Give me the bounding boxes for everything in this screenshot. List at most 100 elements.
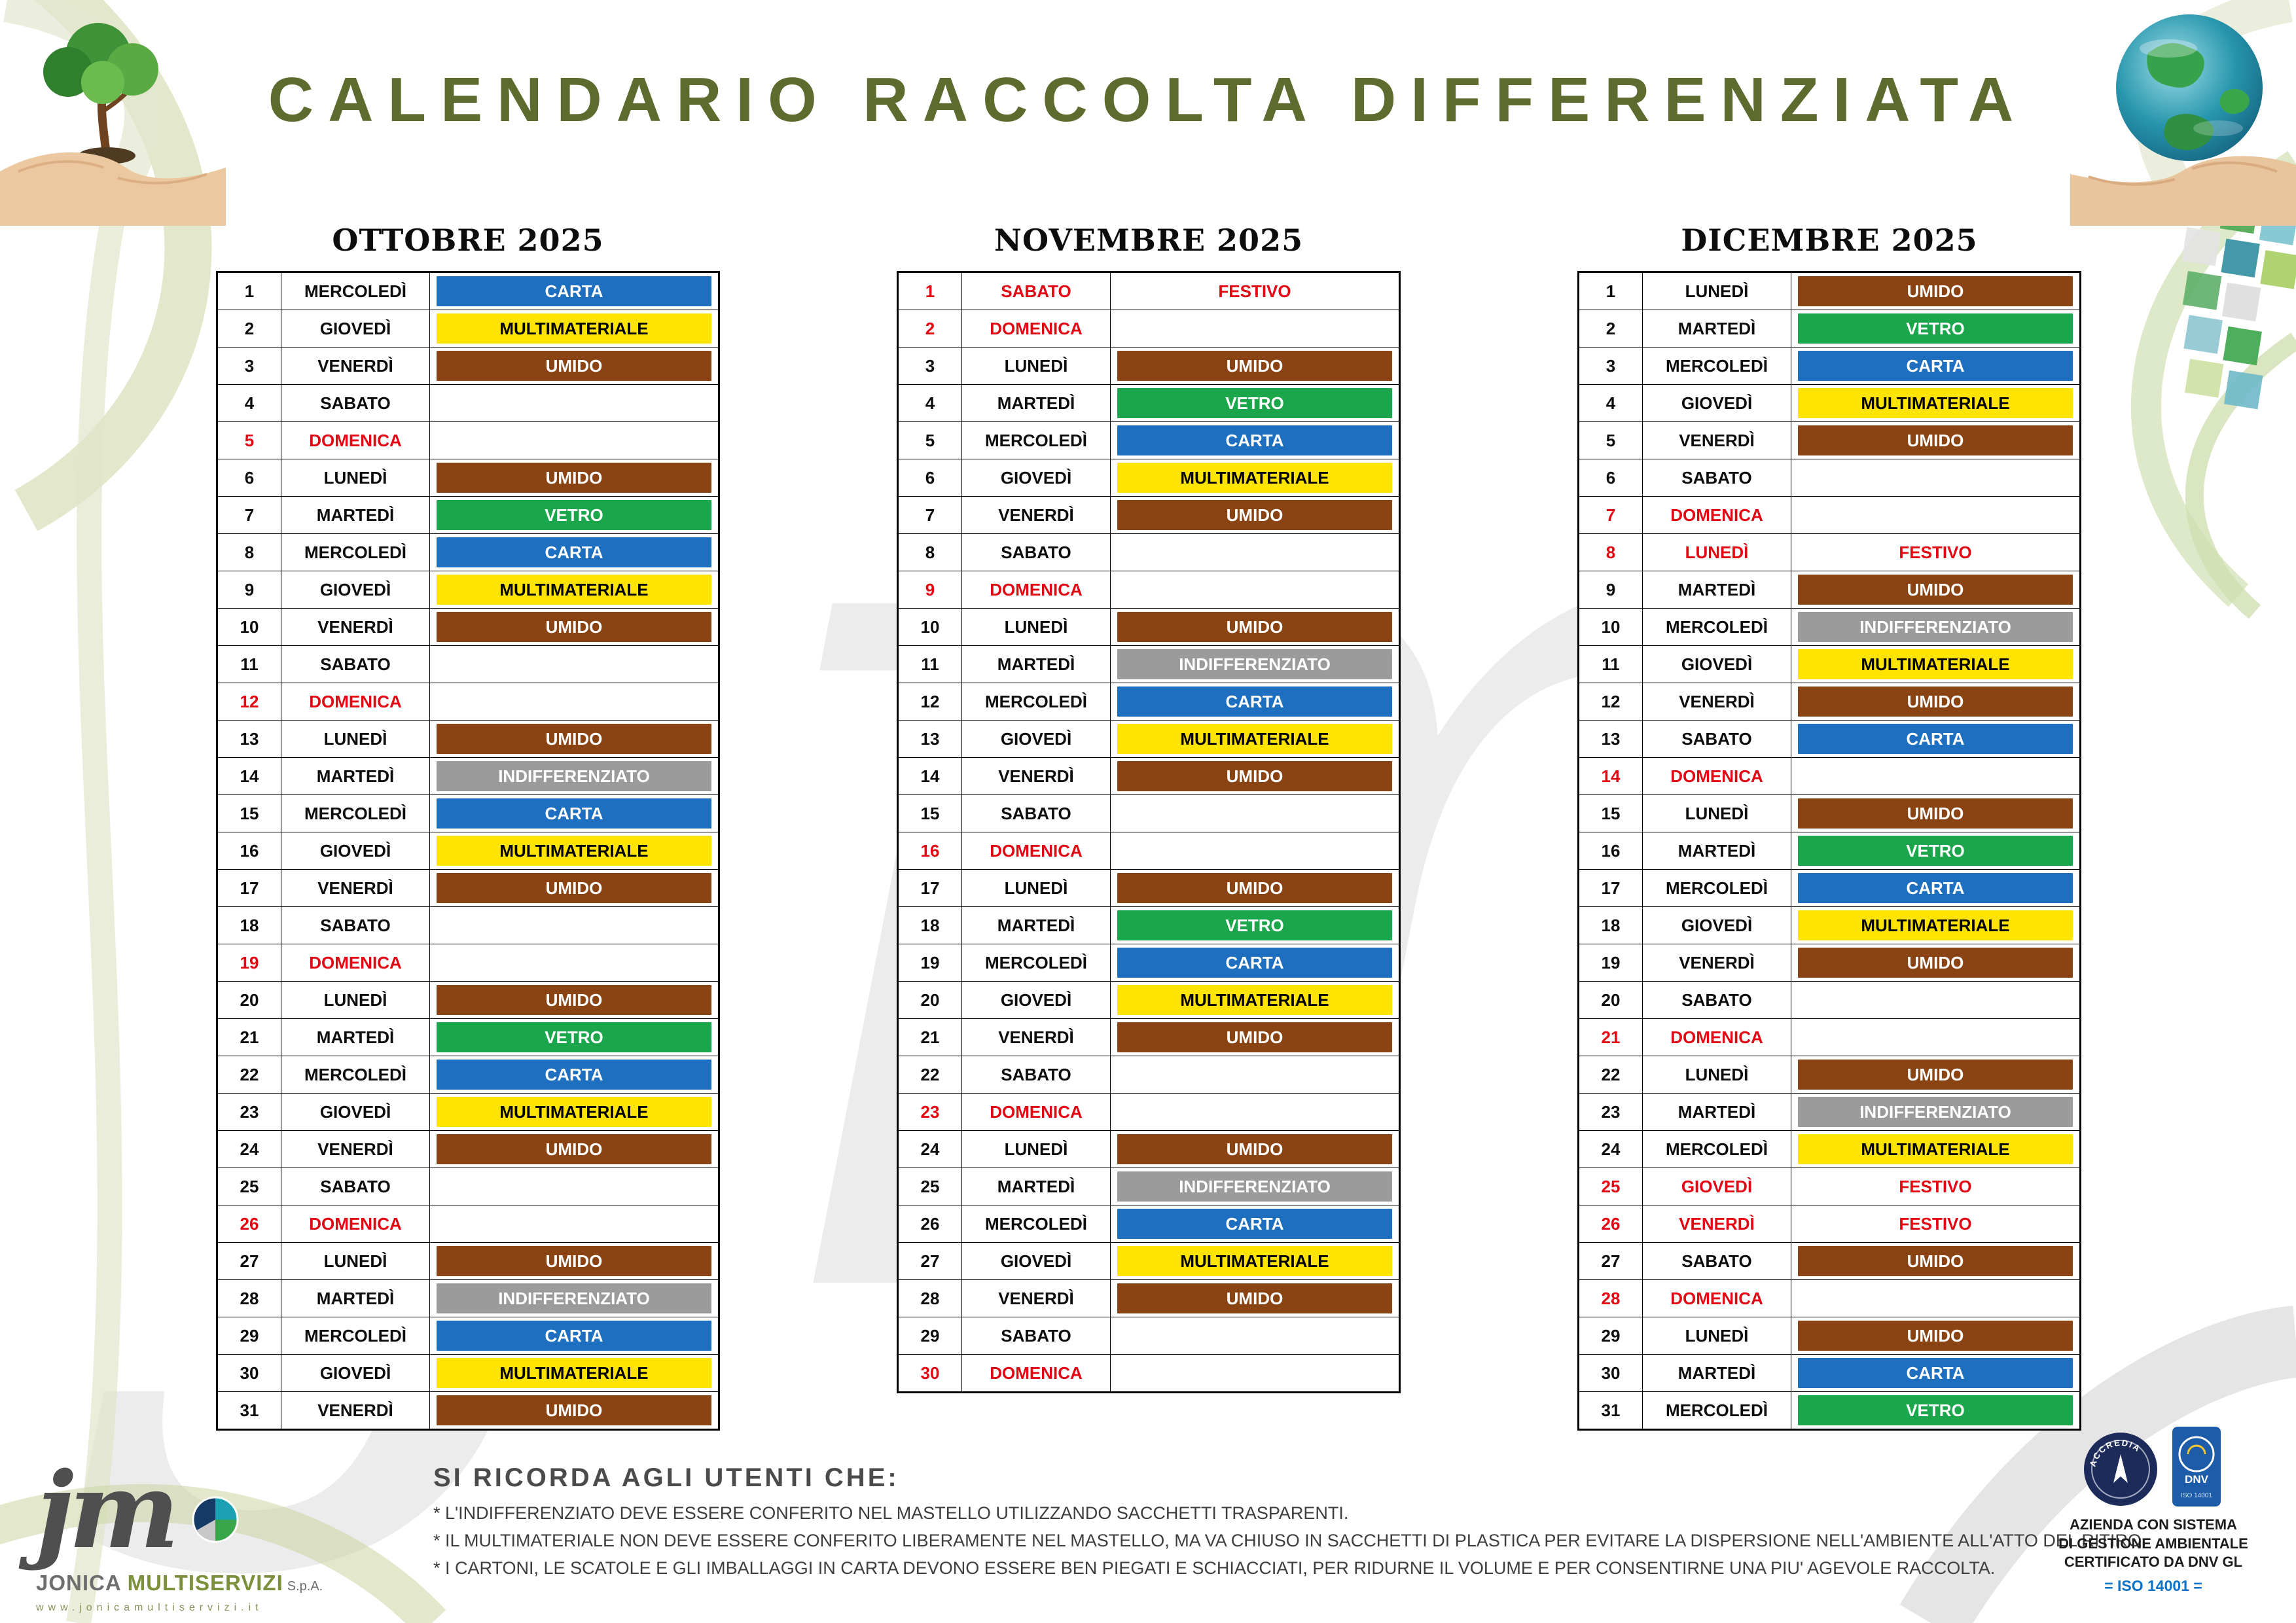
day-number: 14: [217, 757, 281, 795]
calendar-row: 31 MERCOLEDÌ VETRO: [1578, 1391, 2081, 1430]
waste-band-vetro: VETRO: [1798, 1395, 2073, 1425]
day-name: GIOVEDÌ: [961, 720, 1111, 758]
calendar-row: 17 VENERDÌ UMIDO: [217, 869, 719, 907]
day-name: VENERDÌ: [961, 496, 1111, 534]
company-name-second: MULTISERVIZI: [127, 1571, 283, 1595]
waste-band-indifferenziato: INDIFFERENZIATO: [1117, 649, 1392, 679]
waste-band-umido: UMIDO: [1117, 873, 1392, 903]
waste-band-umido: UMIDO: [1798, 1060, 2073, 1090]
waste-type-cell: [1110, 794, 1400, 832]
waste-type-cell: INDIFFERENZIATO: [1110, 1168, 1400, 1205]
day-number: 15: [1578, 794, 1643, 832]
waste-band-carta: CARTA: [1117, 1209, 1392, 1239]
day-name: MERCOLEDÌ: [1642, 608, 1791, 646]
waste-band-umido: UMIDO: [437, 873, 711, 903]
tree-icon: [43, 23, 158, 164]
day-number: 17: [897, 869, 962, 907]
day-name: MARTEDÌ: [1642, 1093, 1791, 1131]
dnv-badge: DNV ISO 14001: [2172, 1427, 2221, 1507]
waste-band-umido: UMIDO: [437, 1134, 711, 1164]
waste-type-cell: UMIDO: [1110, 869, 1400, 907]
day-number: 11: [1578, 645, 1643, 683]
calendar-row: 29 SABATO: [897, 1317, 1400, 1355]
waste-type-cell: UMIDO: [1791, 683, 2081, 721]
calendar-row: 27 LUNEDÌ UMIDO: [217, 1242, 719, 1280]
day-name: MERCOLEDÌ: [1642, 869, 1791, 907]
calendar-row: 2 DOMENICA: [897, 310, 1400, 348]
waste-band-umido: UMIDO: [1117, 612, 1392, 642]
waste-type-cell: UMIDO: [1110, 496, 1400, 534]
day-number: 5: [1578, 421, 1643, 459]
day-number: 26: [1578, 1205, 1643, 1243]
note-multimateriale: * IL MULTIMATERIALE NON DEVE ESSERE CONF…: [433, 1531, 2147, 1550]
waste-type-cell: [1791, 757, 2081, 795]
waste-type-cell: UMIDO: [1110, 608, 1400, 646]
waste-band-umido: UMIDO: [1117, 500, 1392, 530]
day-name: LUNEDÌ: [1642, 1317, 1791, 1355]
day-number: 18: [897, 906, 962, 944]
calendar-row: 19 VENERDÌ UMIDO: [1578, 944, 2081, 982]
calendar-row: 21 VENERDÌ UMIDO: [897, 1018, 1400, 1056]
day-name: LUNEDÌ: [961, 1130, 1111, 1168]
waste-type-cell: VETRO: [1791, 1391, 2081, 1430]
left-swoosh-long: [66, 207, 127, 1623]
day-name: MARTEDÌ: [281, 496, 430, 534]
waste-type-cell: UMIDO: [1791, 1242, 2081, 1280]
waste-type-cell: INDIFFERENZIATO: [429, 1279, 719, 1317]
day-name: LUNEDÌ: [1642, 794, 1791, 832]
cert-line-3: CERTIFICATO DA DNV GL: [2064, 1554, 2243, 1571]
company-name-first: JONICA: [36, 1571, 121, 1595]
day-number: 14: [897, 757, 962, 795]
day-number: 10: [1578, 608, 1643, 646]
day-name: SABATO: [961, 533, 1111, 571]
waste-type-cell: MULTIMATERIALE: [1110, 459, 1400, 497]
waste-band-umido: UMIDO: [437, 724, 711, 754]
waste-band-umido: UMIDO: [437, 985, 711, 1015]
waste-type-cell: FESTIVO: [1110, 272, 1400, 310]
day-name: MARTEDÌ: [961, 906, 1111, 944]
waste-band-vetro: VETRO: [1117, 388, 1392, 418]
day-name: VENERDÌ: [281, 1130, 430, 1168]
waste-type-cell: UMIDO: [1791, 1317, 2081, 1355]
waste-band-indifferenziato: INDIFFERENZIATO: [1117, 1171, 1392, 1202]
calendar-row: 23 MARTEDÌ INDIFFERENZIATO: [1578, 1093, 2081, 1131]
waste-type-cell: UMIDO: [429, 347, 719, 385]
waste-band-multimateriale: MULTIMATERIALE: [1117, 463, 1392, 493]
day-name: MARTEDÌ: [281, 1018, 430, 1056]
calendar-row: 24 LUNEDÌ UMIDO: [897, 1130, 1400, 1168]
day-number: 18: [1578, 906, 1643, 944]
company-name: JONICA MULTISERVIZI S.p.A.: [36, 1571, 416, 1596]
waste-band-umido: UMIDO: [1798, 1321, 2073, 1351]
calendar-row: 6 GIOVEDÌ MULTIMATERIALE: [897, 459, 1400, 497]
day-number: 3: [1578, 347, 1643, 385]
waste-type-cell: CARTA: [1791, 347, 2081, 385]
day-number: 13: [1578, 720, 1643, 758]
waste-type-cell: FESTIVO: [1791, 1205, 2081, 1243]
day-number: 4: [217, 384, 281, 422]
calendar-row: 3 VENERDÌ UMIDO: [217, 347, 719, 385]
calendar-row: 6 SABATO: [1578, 459, 2081, 497]
waste-band-umido: UMIDO: [437, 612, 711, 642]
note-cartoni: * I CARTONI, LE SCATOLE E GLI IMBALLAGGI…: [433, 1558, 1996, 1578]
waste-band-indifferenziato: INDIFFERENZIATO: [437, 1283, 711, 1313]
waste-band-vetro: VETRO: [1117, 910, 1392, 940]
dnv-label: DNV: [2185, 1473, 2209, 1486]
calendar-row: 28 MARTEDÌ INDIFFERENZIATO: [217, 1279, 719, 1317]
day-name: SABATO: [961, 794, 1111, 832]
calendar-row: 10 LUNEDÌ UMIDO: [897, 608, 1400, 646]
waste-type-cell: CARTA: [429, 1317, 719, 1355]
day-number: 17: [217, 869, 281, 907]
day-name: SABATO: [1642, 720, 1791, 758]
calendar-row: 12 MERCOLEDÌ CARTA: [897, 683, 1400, 721]
calendar-row: 12 DOMENICA: [217, 683, 719, 721]
company-website: www.jonicamultiservizi.it: [36, 1602, 263, 1613]
day-name: MERCOLEDÌ: [281, 533, 430, 571]
waste-type-cell: UMIDO: [429, 869, 719, 907]
calendar-row: 4 GIOVEDÌ MULTIMATERIALE: [1578, 384, 2081, 422]
calendar-row: 30 MARTEDÌ CARTA: [1578, 1354, 2081, 1392]
calendar-row: 2 GIOVEDÌ MULTIMATERIALE: [217, 310, 719, 348]
waste-type-cell: FESTIVO: [1791, 533, 2081, 571]
day-name: MERCOLEDÌ: [1642, 1130, 1791, 1168]
calendar-row: 20 GIOVEDÌ MULTIMATERIALE: [897, 981, 1400, 1019]
